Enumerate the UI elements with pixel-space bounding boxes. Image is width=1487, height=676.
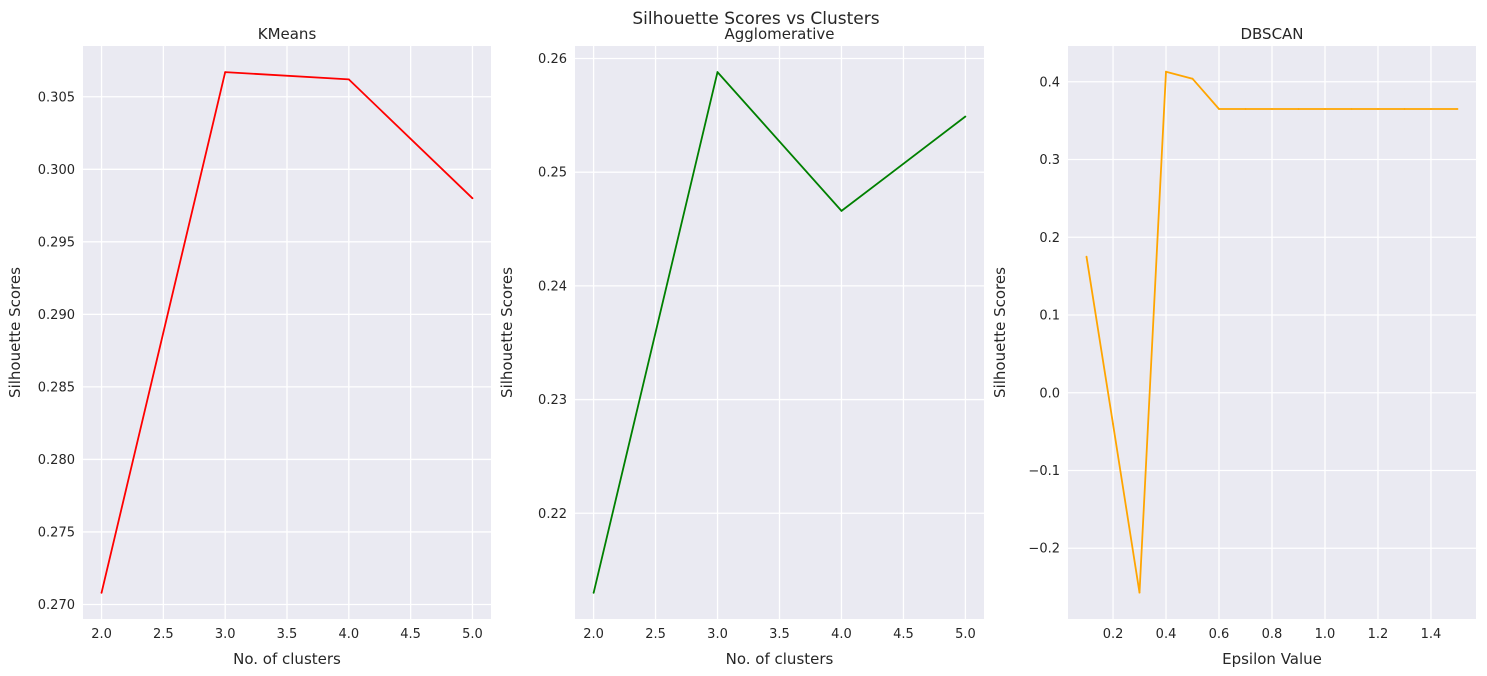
- y-tick-label: 0.295: [38, 235, 75, 250]
- data-point: [1138, 591, 1141, 594]
- x-tick-label: 0.2: [1103, 627, 1124, 642]
- data-point: [1324, 108, 1326, 110]
- data-point: [1191, 77, 1194, 80]
- y-tick-label: 0.275: [38, 525, 75, 540]
- x-axis-label: No. of clusters: [233, 650, 341, 668]
- data-point: [224, 71, 227, 73]
- data-point: [716, 71, 719, 73]
- data-point: [1112, 423, 1114, 425]
- x-tick-label: 4.0: [338, 627, 359, 642]
- y-axis-label: Silhouette Scores: [498, 267, 516, 398]
- data-point: [347, 78, 350, 81]
- data-point: [471, 197, 474, 200]
- x-axis-label: Epsilon Value: [1222, 650, 1322, 668]
- data-point: [1218, 108, 1220, 110]
- y-tick-label: 0.0: [1039, 386, 1060, 401]
- y-tick-label: 0.290: [38, 308, 75, 323]
- y-tick-label: −0.2: [1028, 542, 1060, 557]
- x-tick-label: 3.5: [277, 627, 298, 642]
- y-tick-label: 0.25: [538, 166, 567, 181]
- x-tick-label: 1.4: [1421, 627, 1442, 642]
- x-tick-label: 0.4: [1156, 627, 1177, 642]
- x-tick-label: 3.0: [707, 627, 728, 642]
- y-tick-label: 0.300: [38, 163, 75, 178]
- figure-suptitle: Silhouette Scores vs Clusters: [632, 9, 879, 29]
- x-tick-label: 0.6: [1209, 627, 1230, 642]
- data-point: [1430, 108, 1432, 110]
- x-tick-label: 2.0: [583, 627, 604, 642]
- x-tick-label: 1.0: [1315, 627, 1336, 642]
- series-line: [592, 71, 966, 594]
- y-tick-label: 0.270: [38, 598, 75, 613]
- data-point: [1271, 108, 1273, 110]
- y-tick-label: 0.24: [538, 279, 567, 294]
- data-point: [964, 115, 967, 118]
- data-point: [1244, 108, 1247, 110]
- subplot-title: DBSCAN: [1240, 25, 1303, 43]
- y-axis-label: Silhouette Scores: [6, 267, 24, 398]
- x-tick-label: 1.2: [1368, 627, 1389, 642]
- y-axis-label: Silhouette Scores: [991, 267, 1009, 398]
- x-axis-label: No. of clusters: [726, 650, 834, 668]
- y-tick-label: 0.3: [1039, 153, 1060, 168]
- data-point: [100, 592, 103, 594]
- x-tick-label: 2.5: [153, 627, 174, 642]
- data-point: [1403, 108, 1406, 110]
- x-tick-label: 4.0: [831, 627, 852, 642]
- x-tick-label: 2.5: [645, 627, 666, 642]
- y-tick-label: 0.23: [538, 393, 567, 408]
- x-tick-label: 4.5: [400, 627, 421, 642]
- y-tick-label: 0.4: [1039, 75, 1060, 90]
- data-point: [592, 592, 595, 594]
- data-point: [1377, 108, 1379, 110]
- data-point: [1085, 255, 1088, 258]
- y-tick-label: 0.305: [38, 90, 75, 105]
- subplot-title: KMeans: [258, 25, 317, 43]
- y-tick-label: 0.280: [38, 453, 75, 468]
- y-tick-label: 0.26: [538, 52, 567, 67]
- y-tick-label: −0.1: [1028, 464, 1060, 479]
- y-tick-label: 0.2: [1039, 231, 1060, 246]
- y-tick-label: 0.285: [38, 380, 75, 395]
- x-tick-label: 3.0: [215, 627, 236, 642]
- y-tick-label: 0.22: [538, 507, 567, 522]
- x-tick-label: 3.5: [769, 627, 790, 642]
- data-point: [1297, 108, 1300, 110]
- series-line: [100, 71, 474, 594]
- x-tick-label: 5.0: [955, 627, 976, 642]
- subplot-agglomerative: 2.0 2.5 3.0 3.5 4.0 4.5 5.0 0.22 0.23 0.24 0.25 0.2…: [498, 25, 984, 668]
- subplot-kmeans: 2.0 2.5 3.0 3.5 4.0 4.5 5.0 0.270 0.275 0.280 0.28…: [6, 25, 491, 668]
- x-tick-label: 4.5: [893, 627, 914, 642]
- data-point: [1165, 70, 1167, 73]
- x-tick-label: 5.0: [462, 627, 483, 642]
- x-tick-label: 0.8: [1262, 627, 1283, 642]
- data-point: [1350, 108, 1353, 110]
- subplot-title: Agglomerative: [724, 25, 834, 43]
- x-tick-label: 2.0: [91, 627, 112, 642]
- subplot-dbscan: 0.2 0.4 0.6 0.8 1.0 1.2 1.4 −0.2 −0.1 0.0 0.1 0.2 0.…: [991, 25, 1476, 668]
- data-point: [1456, 108, 1459, 110]
- data-point: [840, 210, 843, 212]
- y-tick-label: 0.1: [1039, 309, 1060, 324]
